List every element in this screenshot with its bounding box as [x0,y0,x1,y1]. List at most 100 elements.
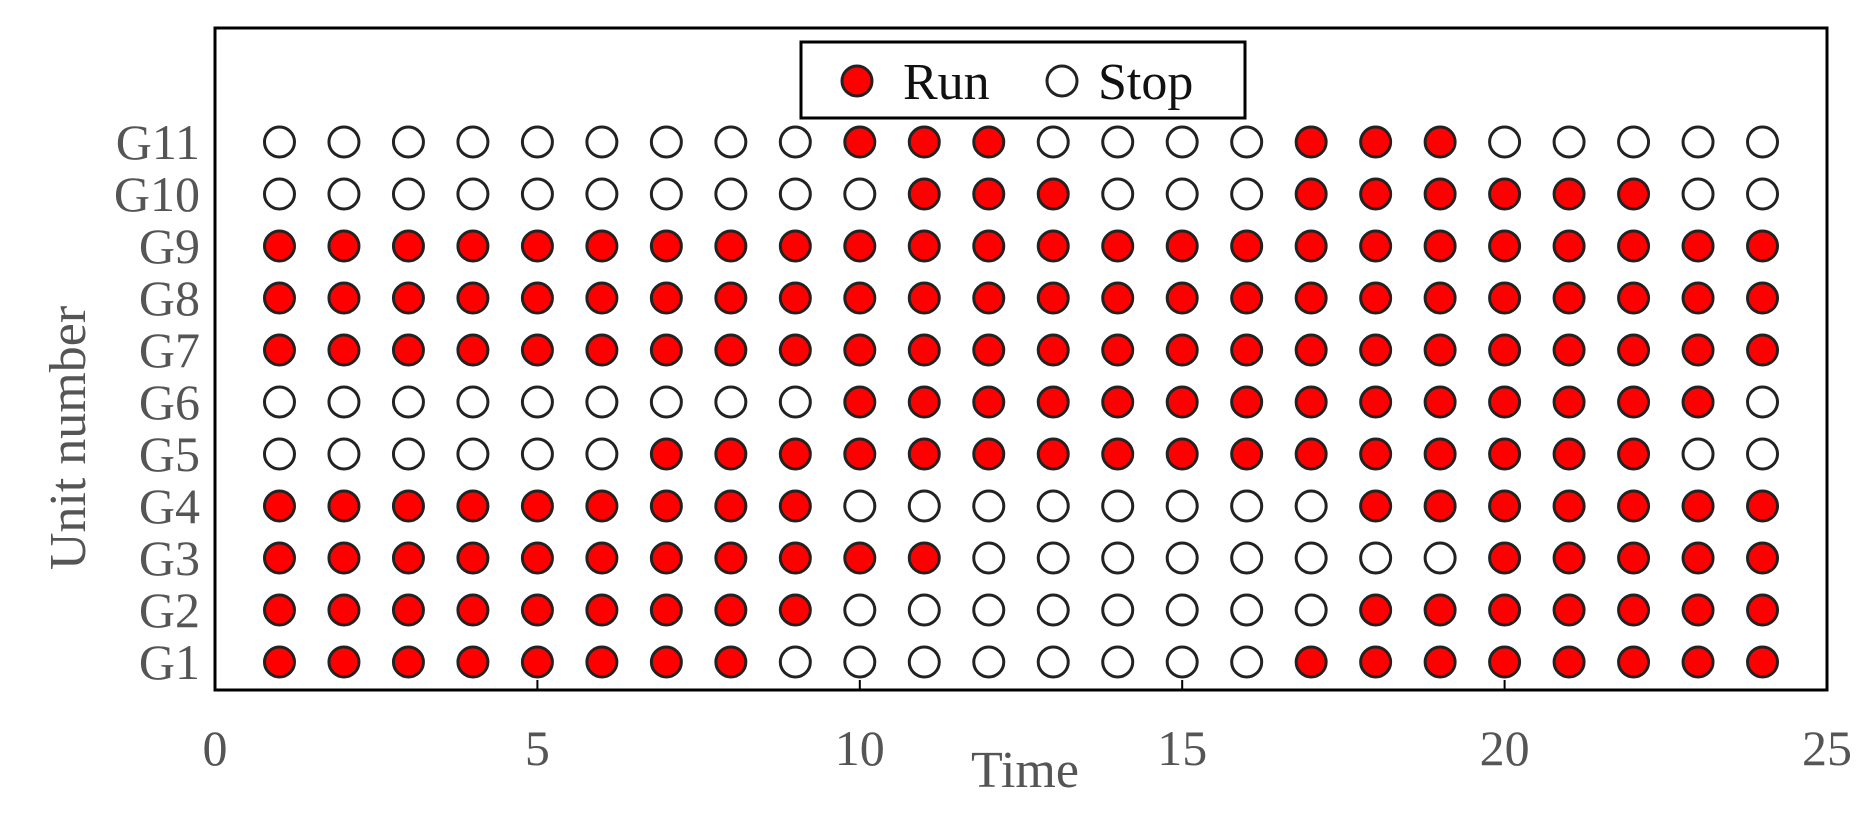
status-marker-g2-t10-stop [843,593,877,627]
status-marker-g8-t10-run [843,281,877,315]
status-marker-g2-t23-run [1681,593,1715,627]
status-marker-g10-t20-run [1488,177,1522,211]
status-marker-g5-t19-run [1423,437,1457,471]
status-marker-g4-t2-run [327,489,361,523]
status-marker-g4-t19-run [1423,489,1457,523]
status-marker-g8-t17-run [1294,281,1328,315]
status-marker-g4-t14-stop [1101,489,1135,523]
status-marker-g8-t9-run [778,281,812,315]
status-marker-g10-t14-stop [1101,177,1135,211]
status-marker-g7-t23-run [1681,333,1715,367]
status-marker-g11-t10-run [843,125,877,159]
status-marker-g8-t11-run [907,281,941,315]
status-marker-g10-t10-stop [843,177,877,211]
status-marker-g1-t12-stop [972,645,1006,679]
status-marker-g8-t2-run [327,281,361,315]
status-marker-g4-t4-run [456,489,490,523]
status-marker-g11-t15-stop [1165,125,1199,159]
status-marker-g10-t16-stop [1230,177,1264,211]
status-marker-g2-t20-run [1488,593,1522,627]
status-marker-g8-t6-run [585,281,619,315]
legend-stop-label: Stop [1098,54,1193,111]
legend-run-label: Run [903,54,990,111]
status-marker-g9-t23-run [1681,229,1715,263]
status-marker-g4-t9-run [778,489,812,523]
status-marker-g11-t14-stop [1101,125,1135,159]
status-marker-g6-t12-run [972,385,1006,419]
status-marker-g11-t13-stop [1036,125,1070,159]
status-marker-g3-t11-run [907,541,941,575]
status-marker-g6-t16-run [1230,385,1264,419]
status-marker-g9-t7-run [649,229,683,263]
status-marker-g10-t23-stop [1681,177,1715,211]
status-marker-g5-t8-run [714,437,748,471]
status-marker-g1-t18-run [1359,645,1393,679]
x-tick-marks [214,680,1828,690]
status-marker-g7-t7-run [649,333,683,367]
status-marker-g5-t23-stop [1681,437,1715,471]
status-marker-g5-t3-stop [391,437,425,471]
status-marker-g9-t21-run [1552,229,1586,263]
legend-box [799,40,1247,120]
status-marker-g3-t7-run [649,541,683,575]
status-marker-g5-t7-run [649,437,683,471]
status-marker-g9-t24-run [1746,229,1780,263]
status-marker-g7-t13-run [1036,333,1070,367]
status-marker-g5-t9-run [778,437,812,471]
status-marker-g8-t14-run [1101,281,1135,315]
status-marker-g3-t16-stop [1230,541,1264,575]
status-marker-g5-t10-run [843,437,877,471]
status-marker-g11-t23-stop [1681,125,1715,159]
legend-stop-marker [1045,64,1079,98]
status-marker-g3-t24-run [1746,541,1780,575]
status-marker-g7-t24-run [1746,333,1780,367]
status-marker-g9-t5-run [520,229,554,263]
status-marker-g7-t8-run [714,333,748,367]
status-marker-g5-t15-run [1165,437,1199,471]
y-axis-title: Unit number [40,306,97,570]
legend-run-marker [840,64,874,98]
status-marker-g1-t1-run [262,645,296,679]
status-marker-g7-t11-run [907,333,941,367]
status-marker-g6-t9-stop [778,385,812,419]
status-marker-g7-t4-run [456,333,490,367]
status-marker-g3-t8-run [714,541,748,575]
status-marker-g9-t14-run [1101,229,1135,263]
status-marker-g2-t22-run [1617,593,1651,627]
y-tick-label-g8: G8 [139,270,200,326]
status-marker-g3-t9-run [778,541,812,575]
x-tick-label-25: 25 [1802,720,1852,776]
status-marker-g9-t12-run [972,229,1006,263]
status-marker-g8-t22-run [1617,281,1651,315]
x-tick-labels: 0 5 10 15 20 25 [203,720,1853,776]
status-marker-g4-t3-run [391,489,425,523]
status-marker-g4-t18-run [1359,489,1393,523]
status-marker-g3-t1-run [262,541,296,575]
status-marker-g11-t18-run [1359,125,1393,159]
status-marker-g9-t16-run [1230,229,1264,263]
status-marker-g2-t9-run [778,593,812,627]
status-marker-g9-t9-run [778,229,812,263]
status-marker-g10-t19-run [1423,177,1457,211]
status-marker-g3-t17-stop [1294,541,1328,575]
status-marker-g10-t7-stop [649,177,683,211]
y-tick-label-g6: G6 [139,374,200,430]
status-marker-g6-t15-run [1165,385,1199,419]
status-marker-g4-t20-run [1488,489,1522,523]
status-marker-g6-t5-stop [520,385,554,419]
status-marker-g6-t20-run [1488,385,1522,419]
status-marker-g7-t10-run [843,333,877,367]
status-marker-g6-t17-run [1294,385,1328,419]
status-marker-g5-t21-run [1552,437,1586,471]
status-marker-g8-t21-run [1552,281,1586,315]
status-marker-g5-t22-run [1617,437,1651,471]
status-marker-g7-t3-run [391,333,425,367]
status-marker-g11-t21-stop [1552,125,1586,159]
status-marker-g1-t20-run [1488,645,1522,679]
status-marker-g6-t7-stop [649,385,683,419]
status-marker-g3-t4-run [456,541,490,575]
status-marker-g1-t4-run [456,645,490,679]
status-marker-g6-t4-stop [456,385,490,419]
status-marker-g3-t12-stop [972,541,1006,575]
status-marker-g10-t9-stop [778,177,812,211]
